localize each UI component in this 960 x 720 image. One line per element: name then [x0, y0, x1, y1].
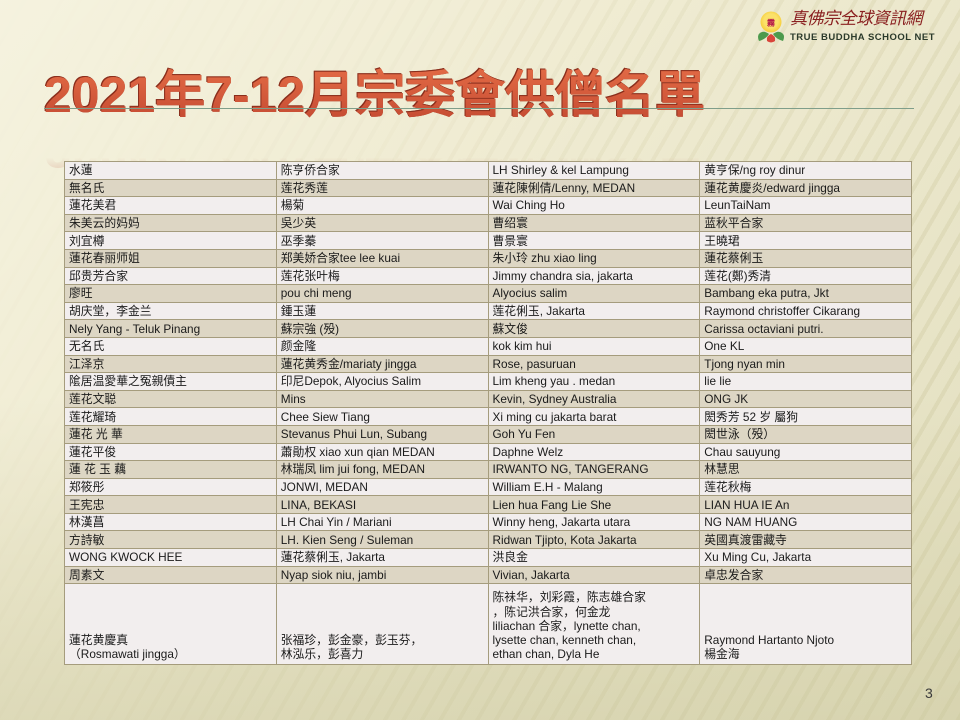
svg-text:霧: 霧: [766, 18, 776, 28]
